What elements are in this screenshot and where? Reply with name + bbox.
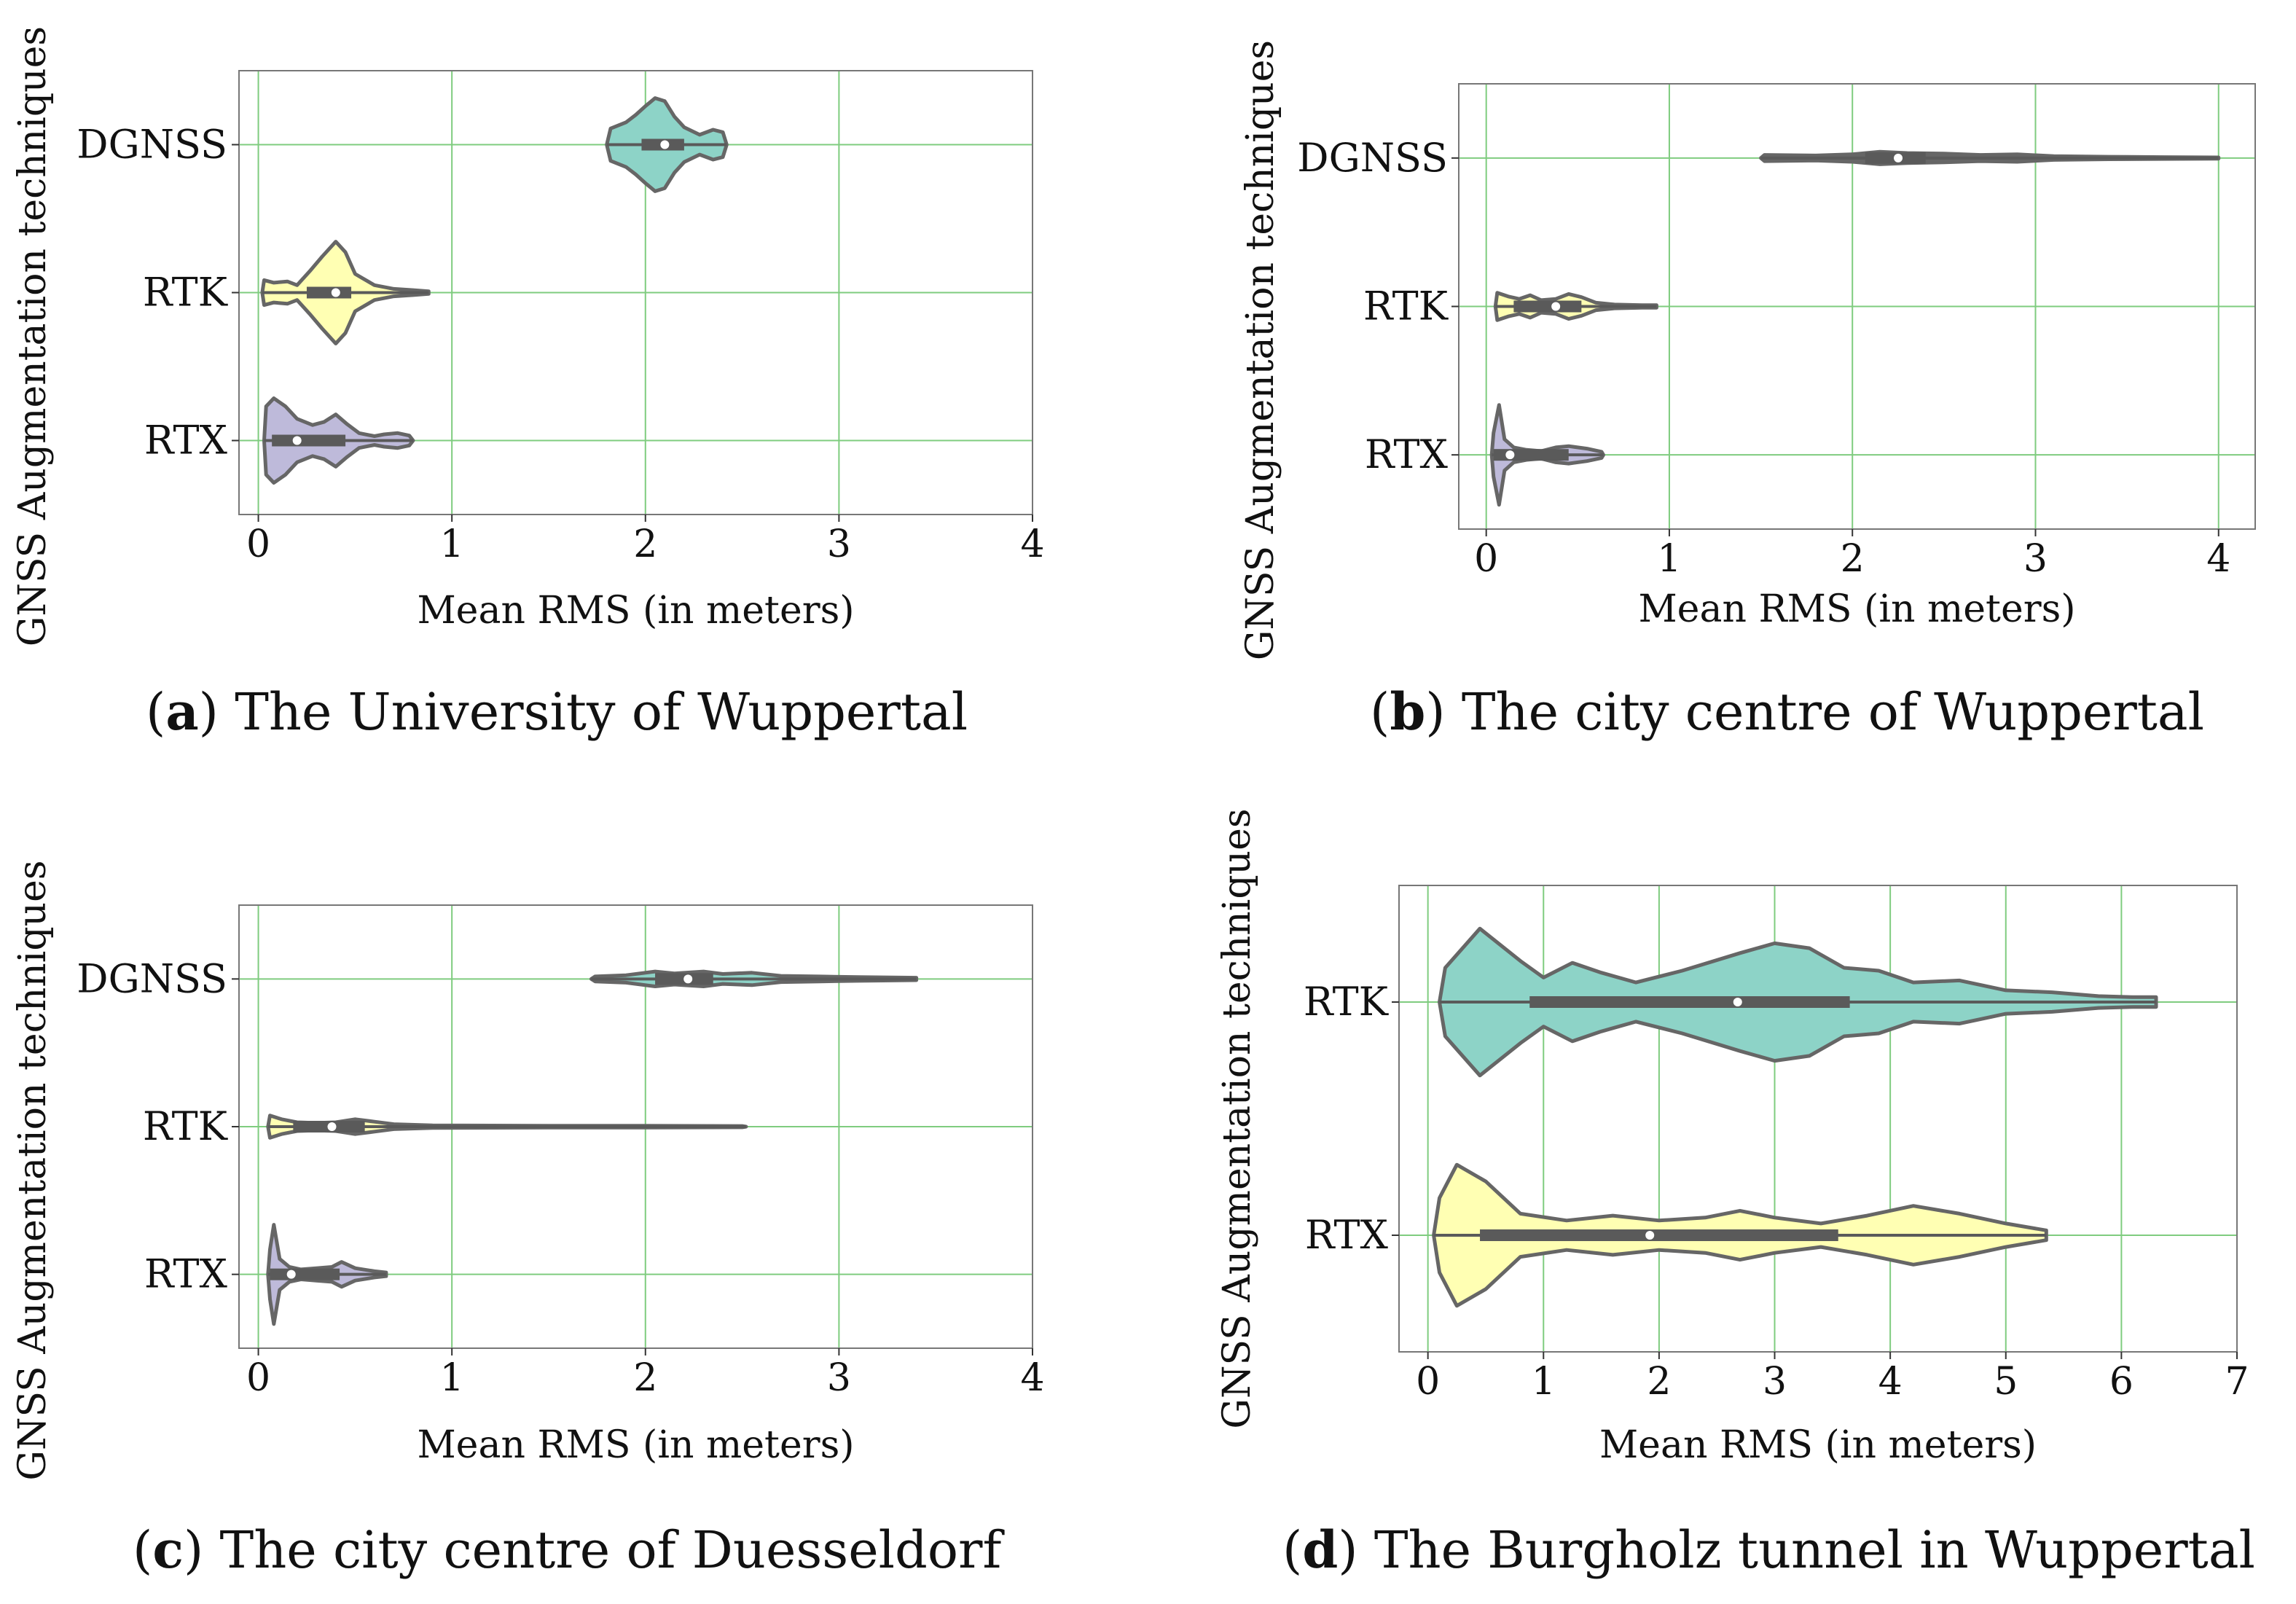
panel-c: 0 1 2 3 4 DGNSS RTK RTX Mean RMS (in meters) GNSS… bbox=[0, 802, 1148, 1603]
violin-dgnss bbox=[1759, 149, 2221, 166]
violin-dgnss bbox=[589, 969, 919, 988]
x-axis-label: Mean RMS (in meters) bbox=[417, 1423, 854, 1467]
caption-text: The University of Wuppertal bbox=[218, 682, 968, 742]
caption-letter: b bbox=[1390, 681, 1426, 742]
category-label: RTK bbox=[143, 1103, 229, 1149]
category-label: RTX bbox=[144, 1251, 228, 1297]
violin-median-dot bbox=[1645, 1231, 1655, 1240]
x-tick-label: 2 bbox=[1647, 1360, 1671, 1404]
violin-rtx bbox=[266, 1223, 388, 1326]
violin-rtx bbox=[1432, 1162, 2048, 1308]
x-tick-label: 0 bbox=[246, 523, 270, 566]
caption-text: The city centre of Wuppertal bbox=[1445, 682, 2205, 742]
category-label: RTK bbox=[1363, 283, 1449, 329]
category-label: RTX bbox=[144, 418, 228, 463]
violin-median-dot bbox=[331, 288, 340, 297]
violin-median-dot bbox=[1551, 302, 1561, 311]
y-axis-label: GNSS Augmentation techniques bbox=[11, 860, 55, 1480]
violin-rtx bbox=[1489, 403, 1605, 507]
violin-median-dot bbox=[286, 1269, 296, 1279]
violin-iqr-box bbox=[1480, 1229, 1838, 1241]
caption-text: The Burgholz tunnel in Wuppertal bbox=[1357, 1520, 2255, 1580]
violin-median-dot bbox=[1505, 450, 1515, 460]
violin-iqr-box bbox=[272, 434, 346, 447]
caption-d: (d) The Burgholz tunnel in Wuppertal bbox=[1282, 1519, 2255, 1580]
violin-median-dot bbox=[292, 436, 302, 445]
category-label: DGNSS bbox=[77, 955, 227, 1001]
x-axis-label: Mean RMS (in meters) bbox=[417, 589, 854, 633]
panel-b: 0 1 2 3 4 DGNSS RTK RTX Mean RMS (in meters) GNSS… bbox=[1148, 0, 2295, 802]
caption-letter: c bbox=[152, 1519, 184, 1580]
caption-a: (a) The University of Wuppertal bbox=[146, 681, 968, 742]
violin-median-dot bbox=[683, 974, 693, 984]
x-tick-label: 1 bbox=[440, 523, 464, 566]
x-axis-label: Mean RMS (in meters) bbox=[1599, 1423, 2037, 1467]
y-axis-label: GNSS Augmentation techniques bbox=[1215, 808, 1259, 1428]
caption-letter: d bbox=[1302, 1519, 1339, 1580]
category-label: DGNSS bbox=[77, 122, 227, 168]
x-tick-label: 2 bbox=[633, 523, 657, 566]
x-tick-label: 1 bbox=[1532, 1360, 1556, 1404]
category-label: RTX bbox=[1365, 431, 1449, 477]
violin-iqr-box bbox=[1513, 300, 1582, 313]
x-tick-label: 4 bbox=[1878, 1360, 1903, 1404]
y-axis-label: GNSS Augmentation techniques bbox=[1239, 40, 1282, 660]
chart-c-svg: 0 1 2 3 4 DGNSS RTK RTX Mean RMS (in meters) GNSS… bbox=[11, 860, 1045, 1480]
caption-b: (b) The city centre of Wuppertal bbox=[1370, 681, 2205, 742]
violin-median-dot bbox=[1733, 998, 1742, 1006]
x-tick-label: 0 bbox=[1474, 537, 1498, 581]
x-tick-label: 3 bbox=[1763, 1360, 1787, 1404]
x-tick-label: 4 bbox=[1020, 523, 1044, 566]
violin-median-dot bbox=[1894, 153, 1903, 163]
x-tick-label: 3 bbox=[827, 523, 851, 566]
caption-c: (c) The city centre of Duesseldorf bbox=[133, 1519, 1002, 1580]
violin-rtk bbox=[266, 1114, 748, 1140]
violin-rtx bbox=[262, 396, 415, 485]
violin-iqr-box bbox=[1529, 996, 1850, 1008]
violin-iqr-box bbox=[270, 1268, 340, 1280]
category-label: RTK bbox=[143, 270, 229, 316]
panel-a: 0 1 2 3 4 DGNSS RTK RTX Mean RMS (in meters) GNSS… bbox=[0, 0, 1148, 802]
caption-letter: a bbox=[165, 681, 199, 742]
violin-rtk bbox=[1493, 291, 1658, 322]
violin-rtk bbox=[1438, 926, 2158, 1078]
category-label: RTK bbox=[1304, 979, 1390, 1025]
chart-d-svg: 0 1 2 3 4 5 6 7 RTK RTX Mean RMS (in meters) GNSS A… bbox=[1215, 808, 2249, 1467]
x-tick-label: 3 bbox=[827, 1356, 851, 1400]
x-tick-label: 3 bbox=[2023, 537, 2048, 581]
chart-b-svg: 0 1 2 3 4 DGNSS RTK RTX Mean RMS (in meters) GNSS… bbox=[1239, 40, 2256, 660]
category-label: RTX bbox=[1305, 1212, 1389, 1258]
violin-dgnss bbox=[605, 96, 729, 193]
violin-rtk bbox=[260, 240, 431, 345]
x-tick-label: 2 bbox=[633, 1356, 657, 1400]
x-tick-label: 7 bbox=[2225, 1360, 2249, 1404]
violin-median-dot bbox=[327, 1122, 337, 1131]
category-label: DGNSS bbox=[1297, 135, 1448, 181]
x-axis-label: Mean RMS (in meters) bbox=[1638, 587, 2075, 631]
x-tick-label: 4 bbox=[1020, 1356, 1044, 1400]
y-axis-label: GNSS Augmentation techniques bbox=[11, 26, 55, 646]
violin-median-dot bbox=[660, 140, 670, 149]
caption-text: The city centre of Duesseldorf bbox=[203, 1520, 1002, 1580]
violin-iqr-box bbox=[1493, 449, 1569, 461]
x-tick-label: 2 bbox=[1841, 537, 1865, 581]
x-tick-label: 0 bbox=[246, 1356, 270, 1400]
x-tick-label: 1 bbox=[440, 1356, 464, 1400]
x-tick-label: 4 bbox=[2206, 537, 2230, 581]
x-tick-label: 0 bbox=[1416, 1360, 1440, 1404]
plot-frame bbox=[1398, 885, 2238, 1353]
chart-a-svg: 0 1 2 3 4 DGNSS RTK RTX Mean RMS (in meters) GNSS… bbox=[11, 26, 1045, 646]
x-tick-label: 1 bbox=[1657, 537, 1681, 581]
x-tick-label: 6 bbox=[2109, 1360, 2134, 1404]
x-tick-label: 5 bbox=[1994, 1360, 2018, 1404]
violin-iqr-box bbox=[306, 286, 352, 299]
panel-d: 0 1 2 3 4 5 6 7 RTK RTX Mean RMS (in meters) GNSS A… bbox=[1148, 802, 2295, 1603]
